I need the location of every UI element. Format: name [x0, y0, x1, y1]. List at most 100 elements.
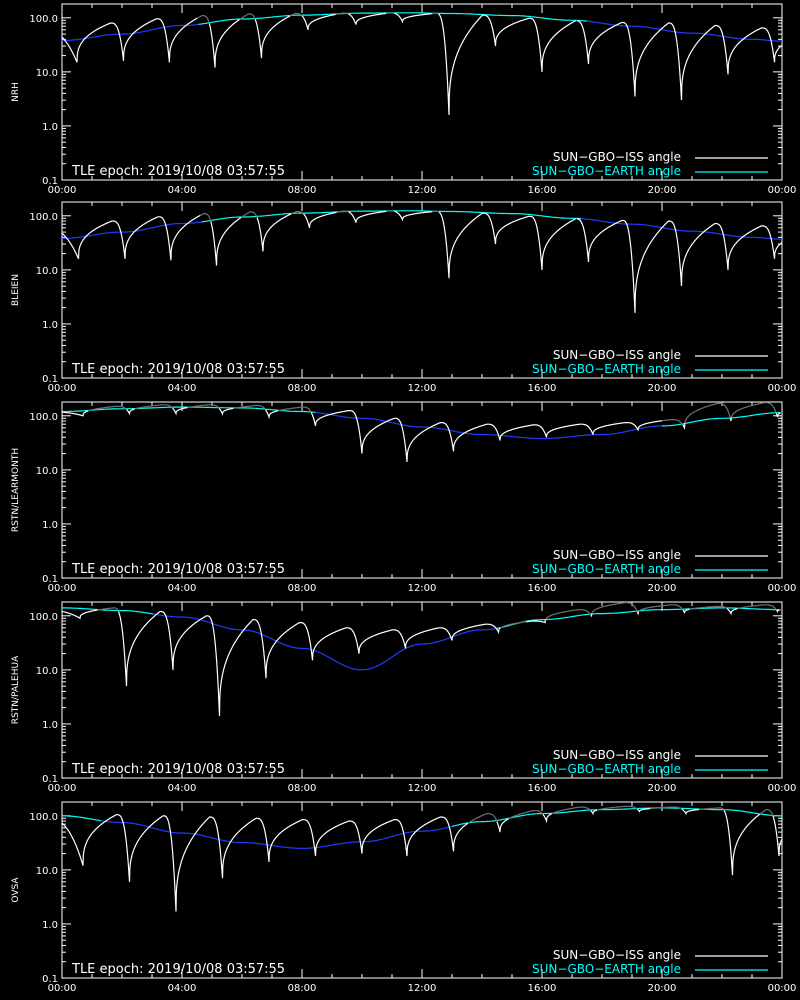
iss-angle-line — [301, 13, 336, 30]
iss-angle-line — [729, 417, 732, 422]
iss-angle-line — [254, 15, 291, 59]
x-tick-label: 00:00 — [768, 583, 797, 594]
y-tick-label: 1.0 — [42, 720, 58, 731]
y-tick-label: 100.0 — [29, 14, 58, 25]
chart-panel-2: 0.1 1.0 10.0 100.0 00:00 04:00 08:00 12:00 16:00… — [11, 201, 797, 394]
y-tick-label: 1.0 — [42, 920, 58, 931]
iss-angle-line — [187, 404, 220, 409]
iss-angle-line — [240, 211, 258, 218]
iss-angle-line — [335, 12, 349, 15]
y-axis-label: OVSA — [11, 877, 21, 903]
x-tick-label: 16:00 — [528, 383, 557, 394]
y-axis-label: NRH — [11, 82, 21, 102]
iss-angle-line — [233, 404, 266, 410]
iss-angle-line — [62, 214, 201, 261]
x-tick-label: 00:00 — [48, 185, 77, 196]
earth-angle-line — [62, 815, 102, 822]
earth-angle-line — [580, 218, 782, 240]
iss-angle-line — [682, 423, 686, 431]
x-tick-label: 16:00 — [528, 983, 557, 994]
iss-angle-line — [239, 13, 256, 20]
iss-angle-line — [772, 815, 782, 857]
iss-angle-line — [264, 409, 279, 420]
x-tick-label: 00:00 — [768, 983, 797, 994]
iss-angle-line — [780, 411, 782, 414]
y-axis-label: RSTN/LEARMONTH — [11, 448, 21, 532]
legend-earth-label: SUN−GBO−EARTH angle — [532, 164, 681, 178]
x-tick-label: 04:00 — [168, 583, 197, 594]
iss-angle-line — [291, 210, 304, 215]
plot-area — [62, 210, 782, 313]
iss-angle-line — [438, 13, 576, 115]
y-tick-label: 10.0 — [36, 266, 58, 277]
x-tick-label: 00:00 — [48, 583, 77, 594]
chart-panel-1: 0.1 1.0 10.0 100.0 00:00 04:00 08:00 12:00 16:00… — [11, 3, 797, 196]
x-tick-label: 08:00 — [288, 383, 317, 394]
iss-angle-line — [637, 807, 651, 813]
x-tick-label: 12:00 — [408, 383, 437, 394]
iss-angle-line — [200, 213, 212, 222]
tle-epoch-text: TLE epoch: 2019/10/08 03:57:55 — [71, 762, 285, 777]
x-tick-label: 04:00 — [168, 983, 197, 994]
x-tick-label: 12:00 — [408, 983, 437, 994]
iss-angle-line — [126, 408, 135, 416]
iss-angle-line — [638, 604, 684, 612]
x-tick-label: 08:00 — [288, 185, 317, 196]
iss-angle-line — [87, 405, 127, 412]
iss-angle-line — [577, 218, 782, 313]
plot-area — [62, 402, 782, 463]
earth-angle-line — [586, 20, 782, 42]
earth-angle-line — [315, 411, 662, 440]
y-axis-label: BLEIEN — [11, 274, 21, 306]
x-tick-label: 20:00 — [648, 783, 677, 794]
x-tick-label: 20:00 — [648, 185, 677, 196]
chart-panel-4: 0.1 1.0 10.0 100.0 00:00 04:00 08:00 12:00 16:00… — [11, 601, 797, 794]
plot-area — [62, 602, 782, 717]
iss-angle-line — [348, 210, 386, 223]
earth-angle-line — [62, 607, 154, 615]
iss-angle-line — [779, 608, 782, 611]
x-tick-label: 20:00 — [648, 983, 677, 994]
x-tick-label: 00:00 — [768, 185, 797, 196]
y-tick-label: 0.1 — [42, 974, 58, 985]
iss-angle-line — [196, 15, 210, 24]
x-tick-label: 00:00 — [768, 383, 797, 394]
iss-angle-line — [62, 17, 198, 63]
iss-angle-line — [577, 20, 782, 101]
iss-angle-line — [726, 608, 738, 616]
iss-angle-line — [776, 609, 780, 613]
iss-angle-line — [689, 605, 728, 610]
x-tick-label: 16:00 — [528, 783, 557, 794]
iss-angle-line — [62, 609, 98, 620]
y-tick-label: 10.0 — [36, 466, 58, 477]
iss-angle-line — [759, 808, 774, 817]
iss-angle-line — [97, 607, 119, 612]
x-tick-label: 12:00 — [408, 783, 437, 794]
x-tick-label: 16:00 — [528, 185, 557, 196]
iss-angle-line — [218, 407, 234, 417]
iss-angle-line — [385, 12, 395, 14]
earth-angle-line — [153, 613, 498, 671]
y-tick-label: 0.1 — [42, 374, 58, 385]
x-tick-label: 04:00 — [168, 185, 197, 196]
iss-angle-line — [775, 412, 781, 418]
iss-angle-line — [508, 809, 544, 820]
iss-angle-line — [210, 216, 242, 266]
y-tick-label: 0.1 — [42, 176, 58, 187]
iss-angle-line — [723, 810, 761, 876]
iss-angle-line — [62, 814, 469, 912]
iss-angle-line — [730, 402, 777, 418]
x-tick-label: 00:00 — [768, 783, 797, 794]
legend-earth-label: SUN−GBO−EARTH angle — [532, 562, 681, 576]
iss-angle-line — [348, 12, 386, 25]
y-tick-label: 10.0 — [36, 68, 58, 79]
iss-angle-line — [278, 406, 312, 413]
iss-angle-line — [394, 210, 433, 222]
iss-angle-line — [684, 402, 731, 424]
iss-angle-line — [310, 410, 663, 463]
iss-angle-line — [499, 621, 527, 629]
legend-iss-label: SUN−GBO−ISS angle — [553, 150, 681, 164]
x-tick-label: 16:00 — [528, 583, 557, 594]
